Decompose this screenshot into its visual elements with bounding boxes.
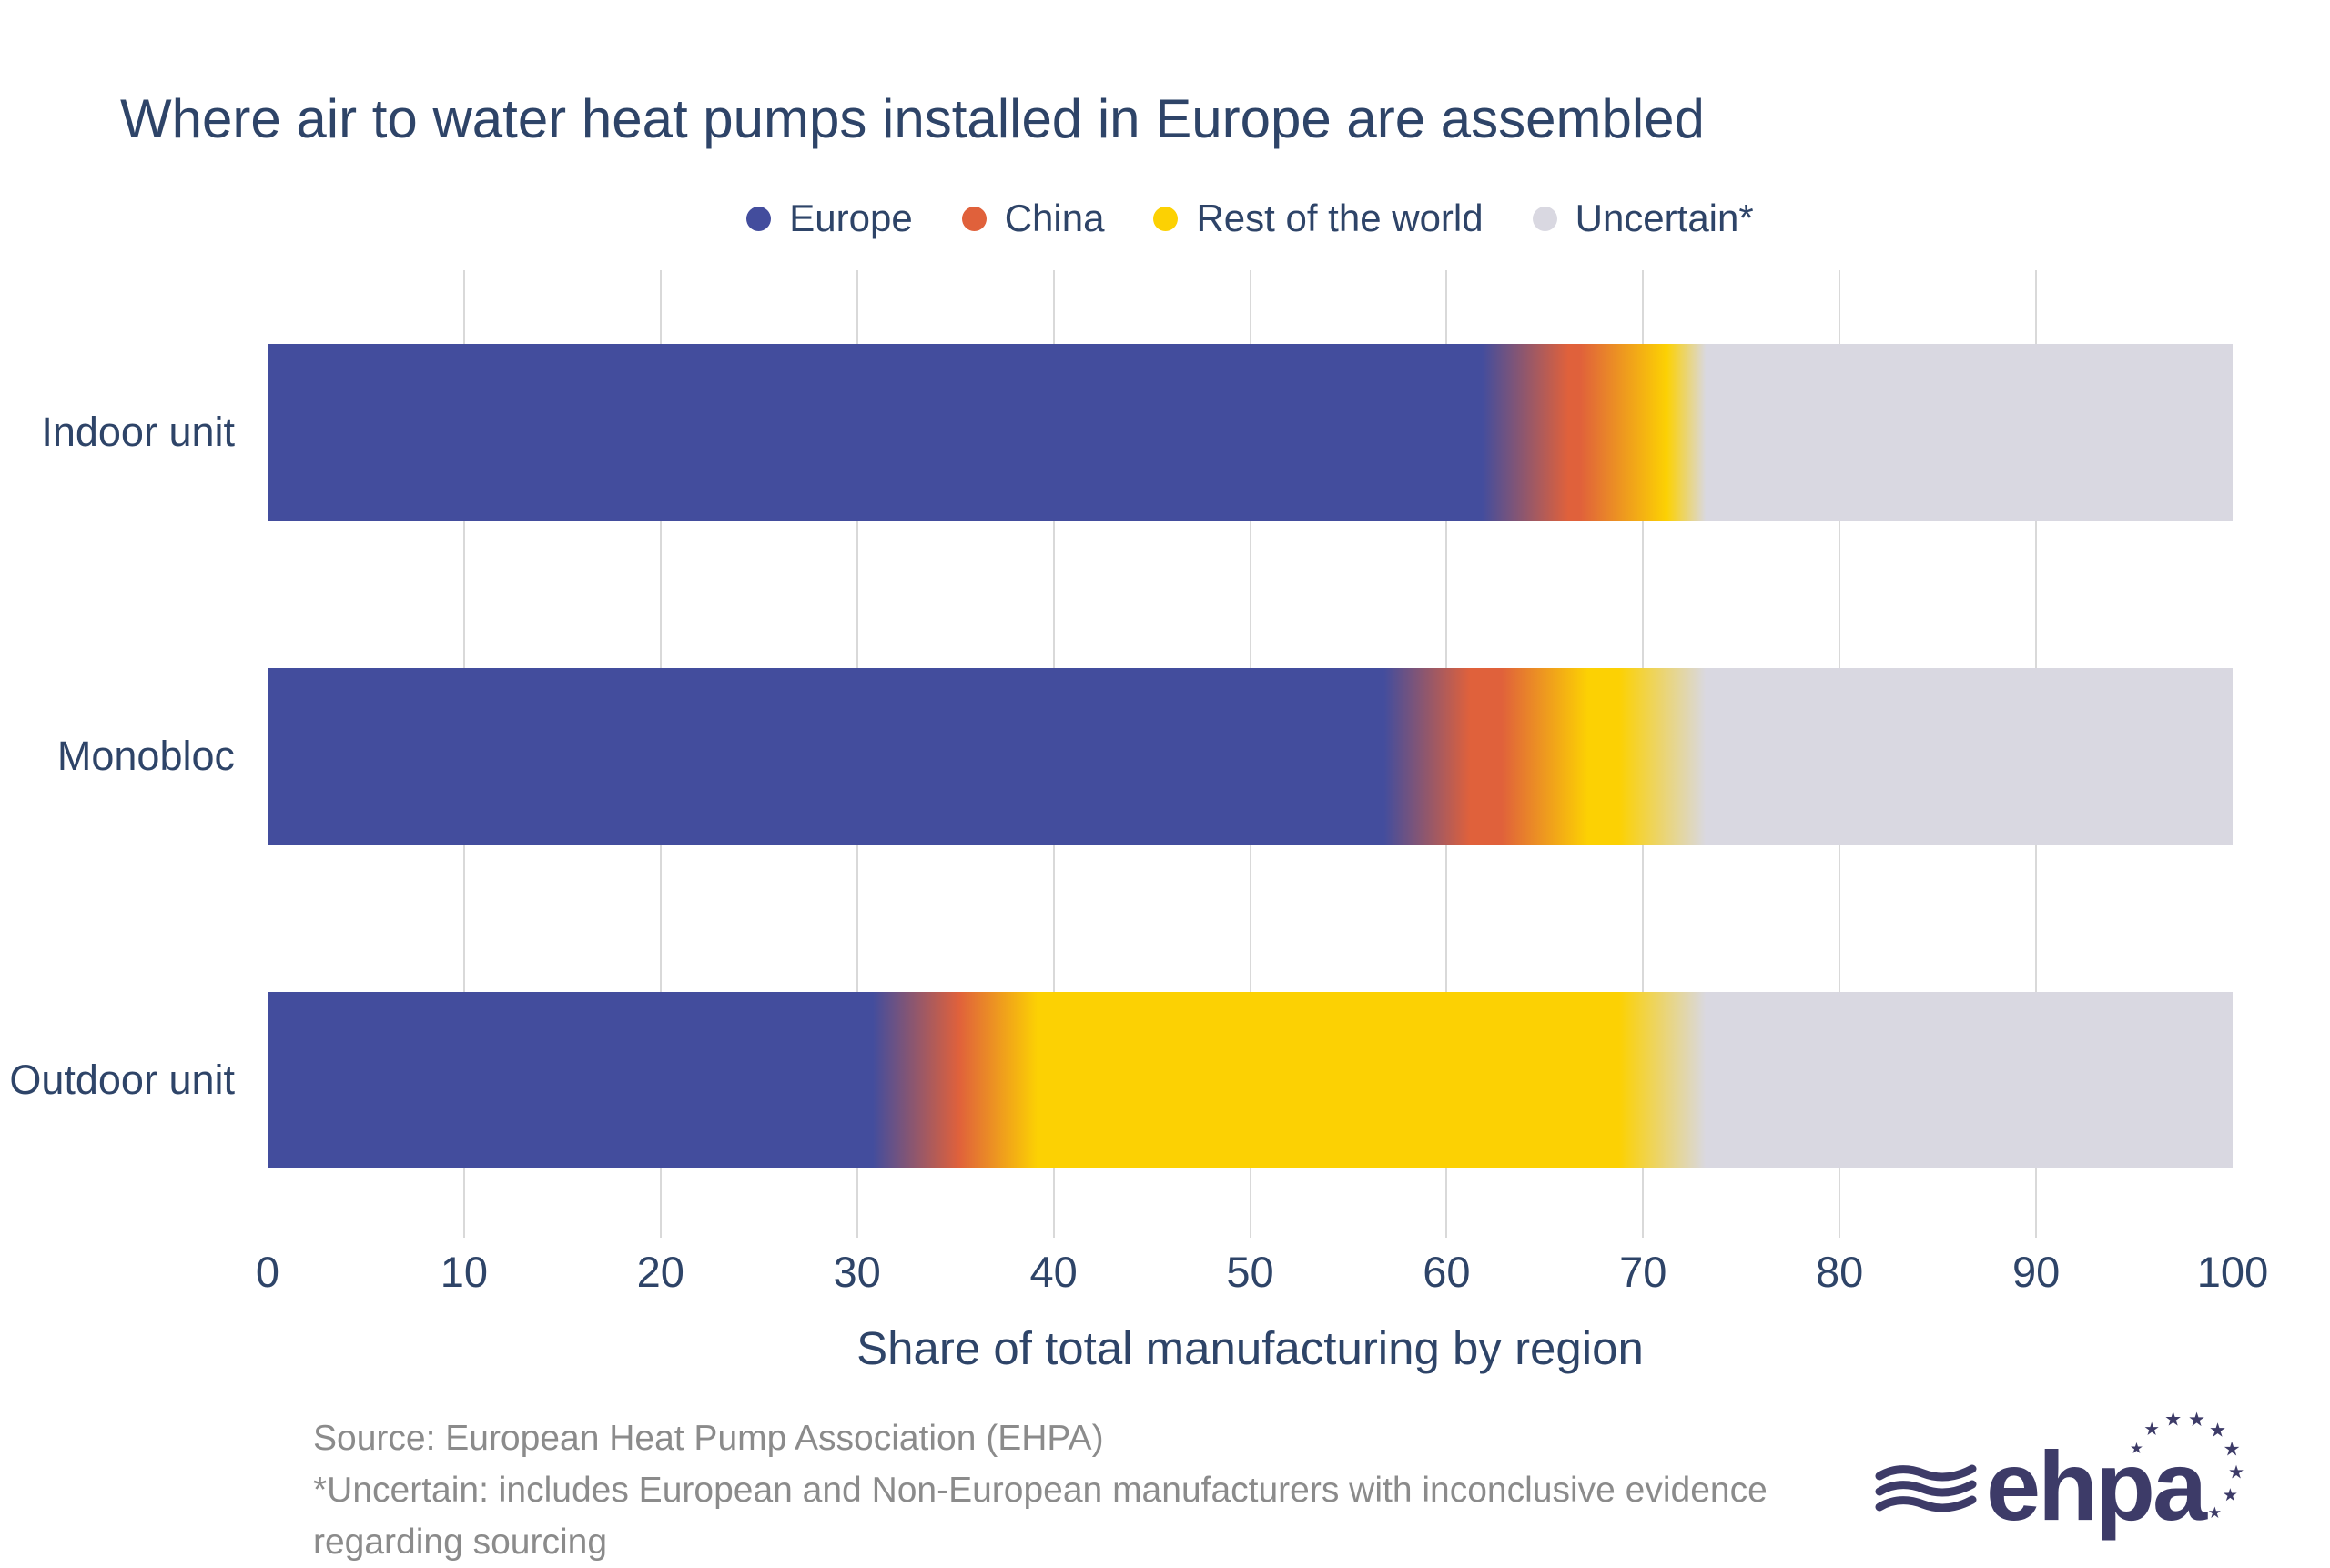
x-tick-label-100: 100 [2196, 1248, 2269, 1296]
x-tick-label-10: 10 [440, 1248, 489, 1296]
x-tick-label-20: 20 [636, 1248, 684, 1296]
bar-monobloc [268, 668, 2233, 845]
ehpa-logo: ehpa [1875, 1411, 2248, 1553]
category-label-monobloc: Monobloc [56, 733, 235, 779]
plot-area [268, 270, 2233, 1238]
category-axis: Indoor unit Monobloc Outdoor unit [0, 0, 235, 1553]
note-line-1: *Uncertain: includes European and Non-Eu… [313, 1471, 1768, 1510]
legend-swatch-icon [1153, 206, 1179, 231]
legend-swatch-icon [746, 206, 772, 231]
x-tick-label-70: 70 [1619, 1248, 1667, 1296]
x-tick-label-60: 60 [1423, 1248, 1471, 1296]
bar-indoor-unit [268, 344, 2233, 521]
legend-item-china: China [961, 197, 1105, 240]
bar-outdoor-unit [268, 992, 2233, 1168]
legend-swatch-icon [961, 206, 987, 231]
x-tick-label-80: 80 [1816, 1248, 1864, 1296]
legend-item-uncertain: Uncertain* [1532, 197, 1754, 240]
legend: Europe China Rest of the world Uncertain* [268, 197, 2233, 240]
legend-item-rest-of-the-world: Rest of the world [1153, 197, 1484, 240]
x-tick-label-90: 90 [2011, 1248, 2061, 1296]
chart-title: Where air to water heat pumps installed … [120, 88, 1705, 149]
legend-label: Rest of the world [1196, 197, 1484, 239]
legend-label: China [1004, 197, 1105, 239]
x-axis-ticks: 0 10 20 30 40 50 60 70 80 90 100 [256, 1247, 2268, 1296]
category-label-outdoor-unit: Outdoor unit [9, 1057, 235, 1103]
logo-waves-icon [1875, 1464, 1977, 1512]
x-tick-label-40: 40 [1029, 1248, 1078, 1296]
x-axis-label: Share of total manufacturing by region [856, 1322, 1644, 1374]
category-label-indoor-unit: Indoor unit [41, 409, 235, 455]
logo-stars-icon [2131, 1411, 2244, 1518]
x-tick-label-30: 30 [833, 1248, 881, 1296]
footnote: Source: European Heat Pump Association (… [313, 1412, 1768, 1568]
note-line-2: regarding sourcing [313, 1522, 608, 1562]
source-text: Source: European Heat Pump Association (… [313, 1419, 1104, 1458]
legend-item-europe: Europe [746, 197, 913, 240]
logo-text: ehpa [1986, 1431, 2207, 1541]
x-tick-label-0: 0 [255, 1248, 280, 1296]
legend-swatch-icon [1532, 206, 1557, 231]
x-tick-label-50: 50 [1226, 1248, 1274, 1296]
legend-label: Uncertain* [1575, 197, 1754, 239]
legend-label: Europe [789, 197, 913, 239]
